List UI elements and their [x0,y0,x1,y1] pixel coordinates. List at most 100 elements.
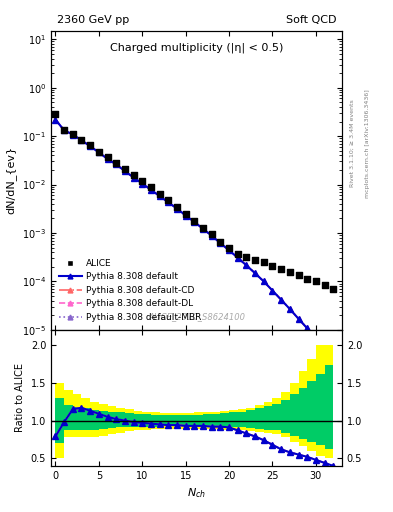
Pythia 8.308 default-DL [270,287,275,293]
Pythia 8.308 default-DL [79,137,84,143]
Y-axis label: Ratio to ALICE: Ratio to ALICE [15,364,25,433]
Pythia 8.308 default-DL [183,212,188,219]
X-axis label: $N_{ch}$: $N_{ch}$ [187,486,206,500]
Pythia 8.308 default-CD [149,187,153,193]
Pythia 8.308 default-MBR [62,127,66,133]
Pythia 8.308 default-CD [96,150,101,156]
Pythia 8.308 default-CD [114,161,119,167]
Pythia 8.308 default-DL [287,306,292,312]
ALICE [296,271,302,279]
Pythia 8.308 default-CD [270,287,275,293]
Pythia 8.308 default-DL [314,335,318,341]
Pythia 8.308 default [174,205,179,211]
ALICE [156,189,163,198]
Pythia 8.308 default [201,226,206,232]
Pythia 8.308 default-DL [88,143,92,150]
Pythia 8.308 default-CD [174,205,179,211]
Pythia 8.308 default-MBR [296,316,301,322]
Text: mcplots.cern.ch [arXiv:1306.3436]: mcplots.cern.ch [arXiv:1306.3436] [365,89,371,198]
Pythia 8.308 default-CD [331,355,336,361]
Pythia 8.308 default [53,116,58,122]
ALICE [304,274,310,283]
Pythia 8.308 default-CD [279,296,283,303]
Pythia 8.308 default-MBR [70,132,75,138]
ALICE [321,281,328,289]
Pythia 8.308 default-MBR [218,240,223,246]
Pythia 8.308 default [114,161,119,167]
Pythia 8.308 default-CD [140,181,145,187]
Pythia 8.308 default [149,187,153,193]
Pythia 8.308 default-MBR [96,150,101,156]
Pythia 8.308 default-DL [105,156,110,162]
ALICE [174,203,180,211]
Pythia 8.308 default-CD [227,247,231,253]
Pythia 8.308 default-DL [201,226,206,232]
Pythia 8.308 default-CD [53,116,58,122]
Pythia 8.308 default-MBR [174,205,179,211]
Pythia 8.308 default-MBR [105,156,110,162]
Pythia 8.308 default-MBR [322,345,327,351]
Pythia 8.308 default [314,335,318,341]
Pythia 8.308 default [331,355,336,361]
Pythia 8.308 default-DL [296,316,301,322]
Pythia 8.308 default [279,296,283,303]
Pythia 8.308 default-CD [322,345,327,351]
ALICE [191,217,197,225]
ALICE [130,170,137,179]
Pythia 8.308 default-DL [123,168,127,174]
Pythia 8.308 default [287,306,292,312]
Pythia 8.308 default [62,127,66,133]
Pythia 8.308 default-CD [314,335,318,341]
Pythia 8.308 default-CD [157,193,162,199]
Pythia 8.308 default-CD [131,175,136,181]
ALICE [278,264,284,272]
Pythia 8.308 default [218,240,223,246]
Pythia 8.308 default [227,247,231,253]
ALICE [261,258,267,266]
Pythia 8.308 default-DL [192,219,196,225]
Pythia 8.308 default-DL [96,150,101,156]
Pythia 8.308 default-MBR [270,287,275,293]
Pythia 8.308 default-MBR [314,335,318,341]
Pythia 8.308 default [96,150,101,156]
Pythia 8.308 default-MBR [131,175,136,181]
Pythia 8.308 default-CD [244,262,249,268]
Pythia 8.308 default-DL [305,325,310,331]
Pythia 8.308 default-MBR [114,161,119,167]
Pythia 8.308 default-CD [166,199,171,205]
ALICE [70,130,76,138]
ALICE [52,111,59,119]
Pythia 8.308 default-MBR [183,212,188,219]
Pythia 8.308 default-MBR [305,325,310,331]
Pythia 8.308 default-MBR [140,181,145,187]
Pythia 8.308 default [131,175,136,181]
Pythia 8.308 default-CD [183,212,188,219]
Pythia 8.308 default [166,199,171,205]
Pythia 8.308 default-MBR [209,232,214,239]
Pythia 8.308 default [140,181,145,187]
Pythia 8.308 default-DL [331,355,336,361]
ALICE [313,278,319,286]
ALICE [87,141,93,150]
Text: 2360 GeV pp: 2360 GeV pp [57,15,129,25]
Pythia 8.308 default-CD [218,240,223,246]
Line: Pythia 8.308 default: Pythia 8.308 default [53,117,336,361]
Line: Pythia 8.308 default-DL: Pythia 8.308 default-DL [53,117,336,360]
Pythia 8.308 default-MBR [227,247,231,253]
Pythia 8.308 default-DL [62,127,66,133]
Pythia 8.308 default-MBR [235,254,240,261]
ALICE [122,165,128,173]
ALICE [269,262,275,270]
Text: Soft QCD: Soft QCD [286,15,336,25]
ALICE [95,147,102,156]
Pythia 8.308 default-CD [123,168,127,174]
Pythia 8.308 default-CD [296,316,301,322]
Pythia 8.308 default-CD [105,156,110,162]
Text: ALICE_2010_S8624100: ALICE_2010_S8624100 [148,312,245,321]
Pythia 8.308 default-MBR [53,116,58,122]
Pythia 8.308 default-DL [209,232,214,239]
Text: Charged multiplicity (|η| < 0.5): Charged multiplicity (|η| < 0.5) [110,42,283,53]
Line: Pythia 8.308 default-MBR: Pythia 8.308 default-MBR [53,117,336,360]
Pythia 8.308 default [235,254,240,261]
Pythia 8.308 default-DL [227,247,231,253]
